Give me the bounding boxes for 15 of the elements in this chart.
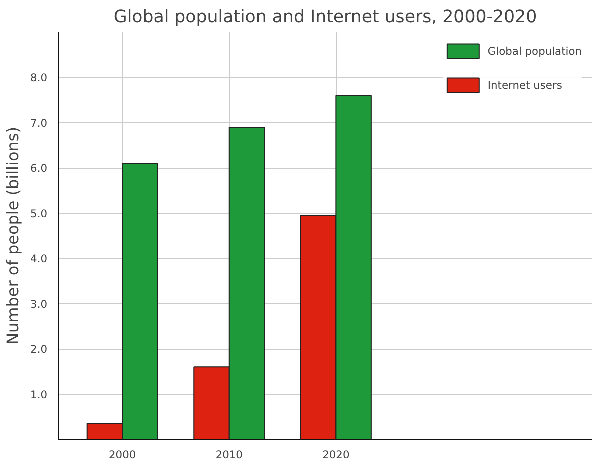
x-tick-label: 2010 [216, 448, 244, 461]
y-tick-label: 8.0 [30, 72, 48, 85]
legend-label: Internet users [488, 78, 562, 92]
y-tick-label: 1.0 [30, 388, 48, 402]
y-tick-label: 7.0 [30, 116, 48, 130]
chart-title: Global population and Internet users, 2000-2020 [114, 8, 538, 28]
y-tick-label: 2.0 [30, 343, 48, 356]
y-tick-label: 6.0 [30, 162, 48, 176]
x-tick-label: 2000 [109, 448, 136, 461]
y-tick-label: 4.0 [30, 252, 48, 266]
y-axis-title: Number of people (billions) [4, 127, 23, 345]
legend-label: Global population [488, 44, 582, 58]
y-tick-label: 5.0 [30, 207, 48, 220]
x-tick-label: 2020 [322, 448, 350, 461]
y-tick-label: 3.0 [30, 298, 48, 311]
